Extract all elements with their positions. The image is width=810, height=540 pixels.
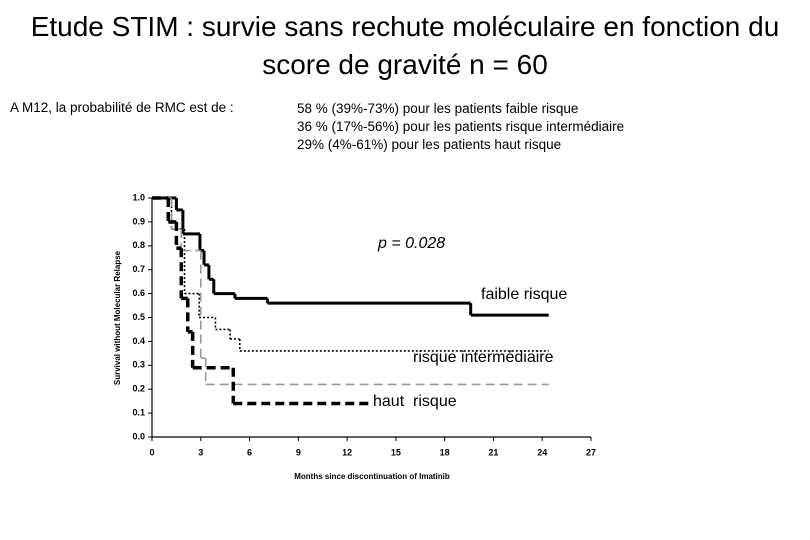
- x-tick-label: 15: [391, 447, 401, 457]
- result-line: 29% (4%-61%) pour les patients haut risq…: [297, 137, 562, 152]
- y-tick-label: 0.0: [132, 431, 145, 441]
- x-tick-label: 24: [537, 447, 547, 457]
- result-line: 36 % (17%-56%) pour les patients risque …: [297, 119, 625, 134]
- x-tick-label: 0: [149, 447, 154, 457]
- y-tick-label: 0.8: [132, 240, 145, 250]
- p-value: p = 0.028: [377, 235, 445, 252]
- x-tick-label: 6: [247, 447, 252, 457]
- slide-title: Etude STIM : survie sans rechute molécul…: [30, 11, 780, 80]
- y-tick-label: 0.4: [132, 336, 145, 346]
- y-tick-label: 0.6: [132, 288, 145, 298]
- series-label: faible risque: [481, 286, 567, 303]
- y-tick-label: 0.5: [132, 312, 145, 322]
- y-tick-label: 0.1: [132, 407, 145, 417]
- x-tick-label: 21: [488, 447, 498, 457]
- x-tick-label: 18: [440, 447, 450, 457]
- y-tick-label: 0.2: [132, 384, 145, 394]
- y-tick-label: 0.7: [132, 264, 145, 274]
- intro-text: A M12, la probabilité de RMC est de :: [10, 100, 234, 115]
- x-tick-label: 9: [296, 447, 301, 457]
- x-axis-label: Months since discontinuation of Imatinib: [294, 472, 450, 481]
- y-tick-label: 1.0: [132, 192, 145, 202]
- results: 58 % (39%-73%) pour les patients faible …: [297, 100, 624, 154]
- y-tick-label: 0.9: [132, 216, 145, 226]
- x-tick-label: 12: [342, 447, 352, 457]
- y-axis-label: Survival without Molecular Relapse: [113, 250, 122, 385]
- series-label: risque intermédiaire: [413, 349, 554, 366]
- x-tick-label: 27: [586, 447, 596, 457]
- y-tick-label: 0.3: [132, 360, 145, 370]
- x-tick-label: 3: [198, 447, 203, 457]
- series-label: haut risque: [373, 393, 457, 410]
- result-line: 58 % (39%-73%) pour les patients faible …: [297, 101, 579, 116]
